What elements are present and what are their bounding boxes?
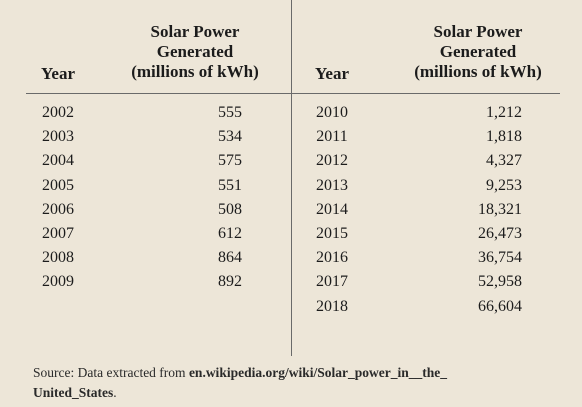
value-cell: 534 [218, 128, 242, 146]
year-cell: 2015 [316, 224, 348, 242]
year-cell: 2005 [42, 176, 74, 194]
left-solar-header-line1: Solar Power [150, 22, 240, 41]
year-cell: 2007 [42, 224, 74, 242]
value-cell: 1,212 [486, 104, 522, 121]
source-url-part2: United_States [33, 385, 114, 400]
value-cell: 66,604 [478, 297, 522, 315]
value-cell: 508 [218, 200, 242, 218]
table-row: 2012 4,327 [302, 149, 522, 173]
value-cell: 1,818 [486, 128, 522, 146]
table-row: 2003 534 [28, 125, 242, 149]
value-cell: 892 [218, 273, 242, 291]
left-solar-header-line2: Generated [156, 42, 234, 61]
year-cell: 2008 [42, 249, 74, 267]
year-cell: 2014 [316, 200, 348, 218]
table-row: 2018 66,604 [302, 295, 522, 319]
year-cell: 2010 [316, 104, 348, 121]
year-cell: 2011 [316, 128, 348, 146]
value-cell: 52,958 [478, 273, 522, 291]
table-row: 2013 9,253 [302, 174, 522, 198]
value-cell: 36,754 [478, 249, 522, 267]
year-cell: 2009 [42, 273, 74, 291]
left-rows: 2002 555 2003 534 2004 575 2005 551 2006 508 … [28, 101, 242, 295]
right-rows: 2010 1,212 2011 1,818 2012 4,327 2013 9,253 … [302, 101, 522, 319]
table-row: 2014 18,321 [302, 198, 522, 222]
source-suffix: . [113, 385, 117, 400]
value-cell: 864 [218, 249, 242, 267]
left-solar-header: Solar Power Generated (millions of kWh) [110, 22, 280, 82]
header-rule [26, 93, 560, 94]
value-cell: 551 [218, 176, 242, 194]
table-row: 2016 36,754 [302, 246, 522, 270]
year-cell: 2018 [316, 297, 348, 315]
year-cell: 2002 [42, 104, 74, 121]
table-row: 2005 551 [28, 174, 242, 198]
right-solar-header-line1: Solar Power [433, 22, 523, 41]
table-row: 2007 612 [28, 222, 242, 246]
right-solar-header: Solar Power Generated (millions of kWh) [393, 22, 563, 82]
right-solar-header-line2: Generated [439, 42, 517, 61]
table-row: 2017 52,958 [302, 270, 522, 294]
year-cell: 2003 [42, 128, 74, 146]
right-year-header: Year [315, 64, 349, 83]
value-cell: 555 [218, 104, 242, 121]
left-solar-header-line3: (millions of kWh) [131, 62, 259, 81]
value-cell: 18,321 [478, 200, 522, 218]
table-row: 2006 508 [28, 198, 242, 222]
value-cell: 9,253 [486, 176, 522, 194]
year-cell: 2012 [316, 152, 348, 170]
table-row: 2002 555 [28, 101, 242, 125]
year-cell: 2017 [316, 273, 348, 291]
value-cell: 26,473 [478, 224, 522, 242]
year-cell: 2013 [316, 176, 348, 194]
table-row: 2008 864 [28, 246, 242, 270]
table-row: 2011 1,818 [302, 125, 522, 149]
value-cell: 612 [218, 224, 242, 242]
table-row: 2009 892 [28, 270, 242, 294]
value-cell: 4,327 [486, 152, 522, 170]
source-note: Source: Data extracted from en.wikipedia… [33, 363, 573, 403]
year-cell: 2016 [316, 249, 348, 267]
table-row: 2015 26,473 [302, 222, 522, 246]
year-cell: 2004 [42, 152, 74, 170]
year-cell: 2006 [42, 200, 74, 218]
right-solar-header-line3: (millions of kWh) [414, 62, 542, 81]
source-url-part1: en.wikipedia.org/wiki/Solar_power_in__th… [188, 365, 447, 380]
table-row: 2004 575 [28, 149, 242, 173]
value-cell: 575 [218, 152, 242, 170]
left-year-header: Year [41, 64, 75, 83]
table-row: 2010 1,212 [302, 101, 522, 125]
column-divider [291, 0, 292, 356]
source-prefix: Source: Data extracted from [33, 365, 189, 380]
